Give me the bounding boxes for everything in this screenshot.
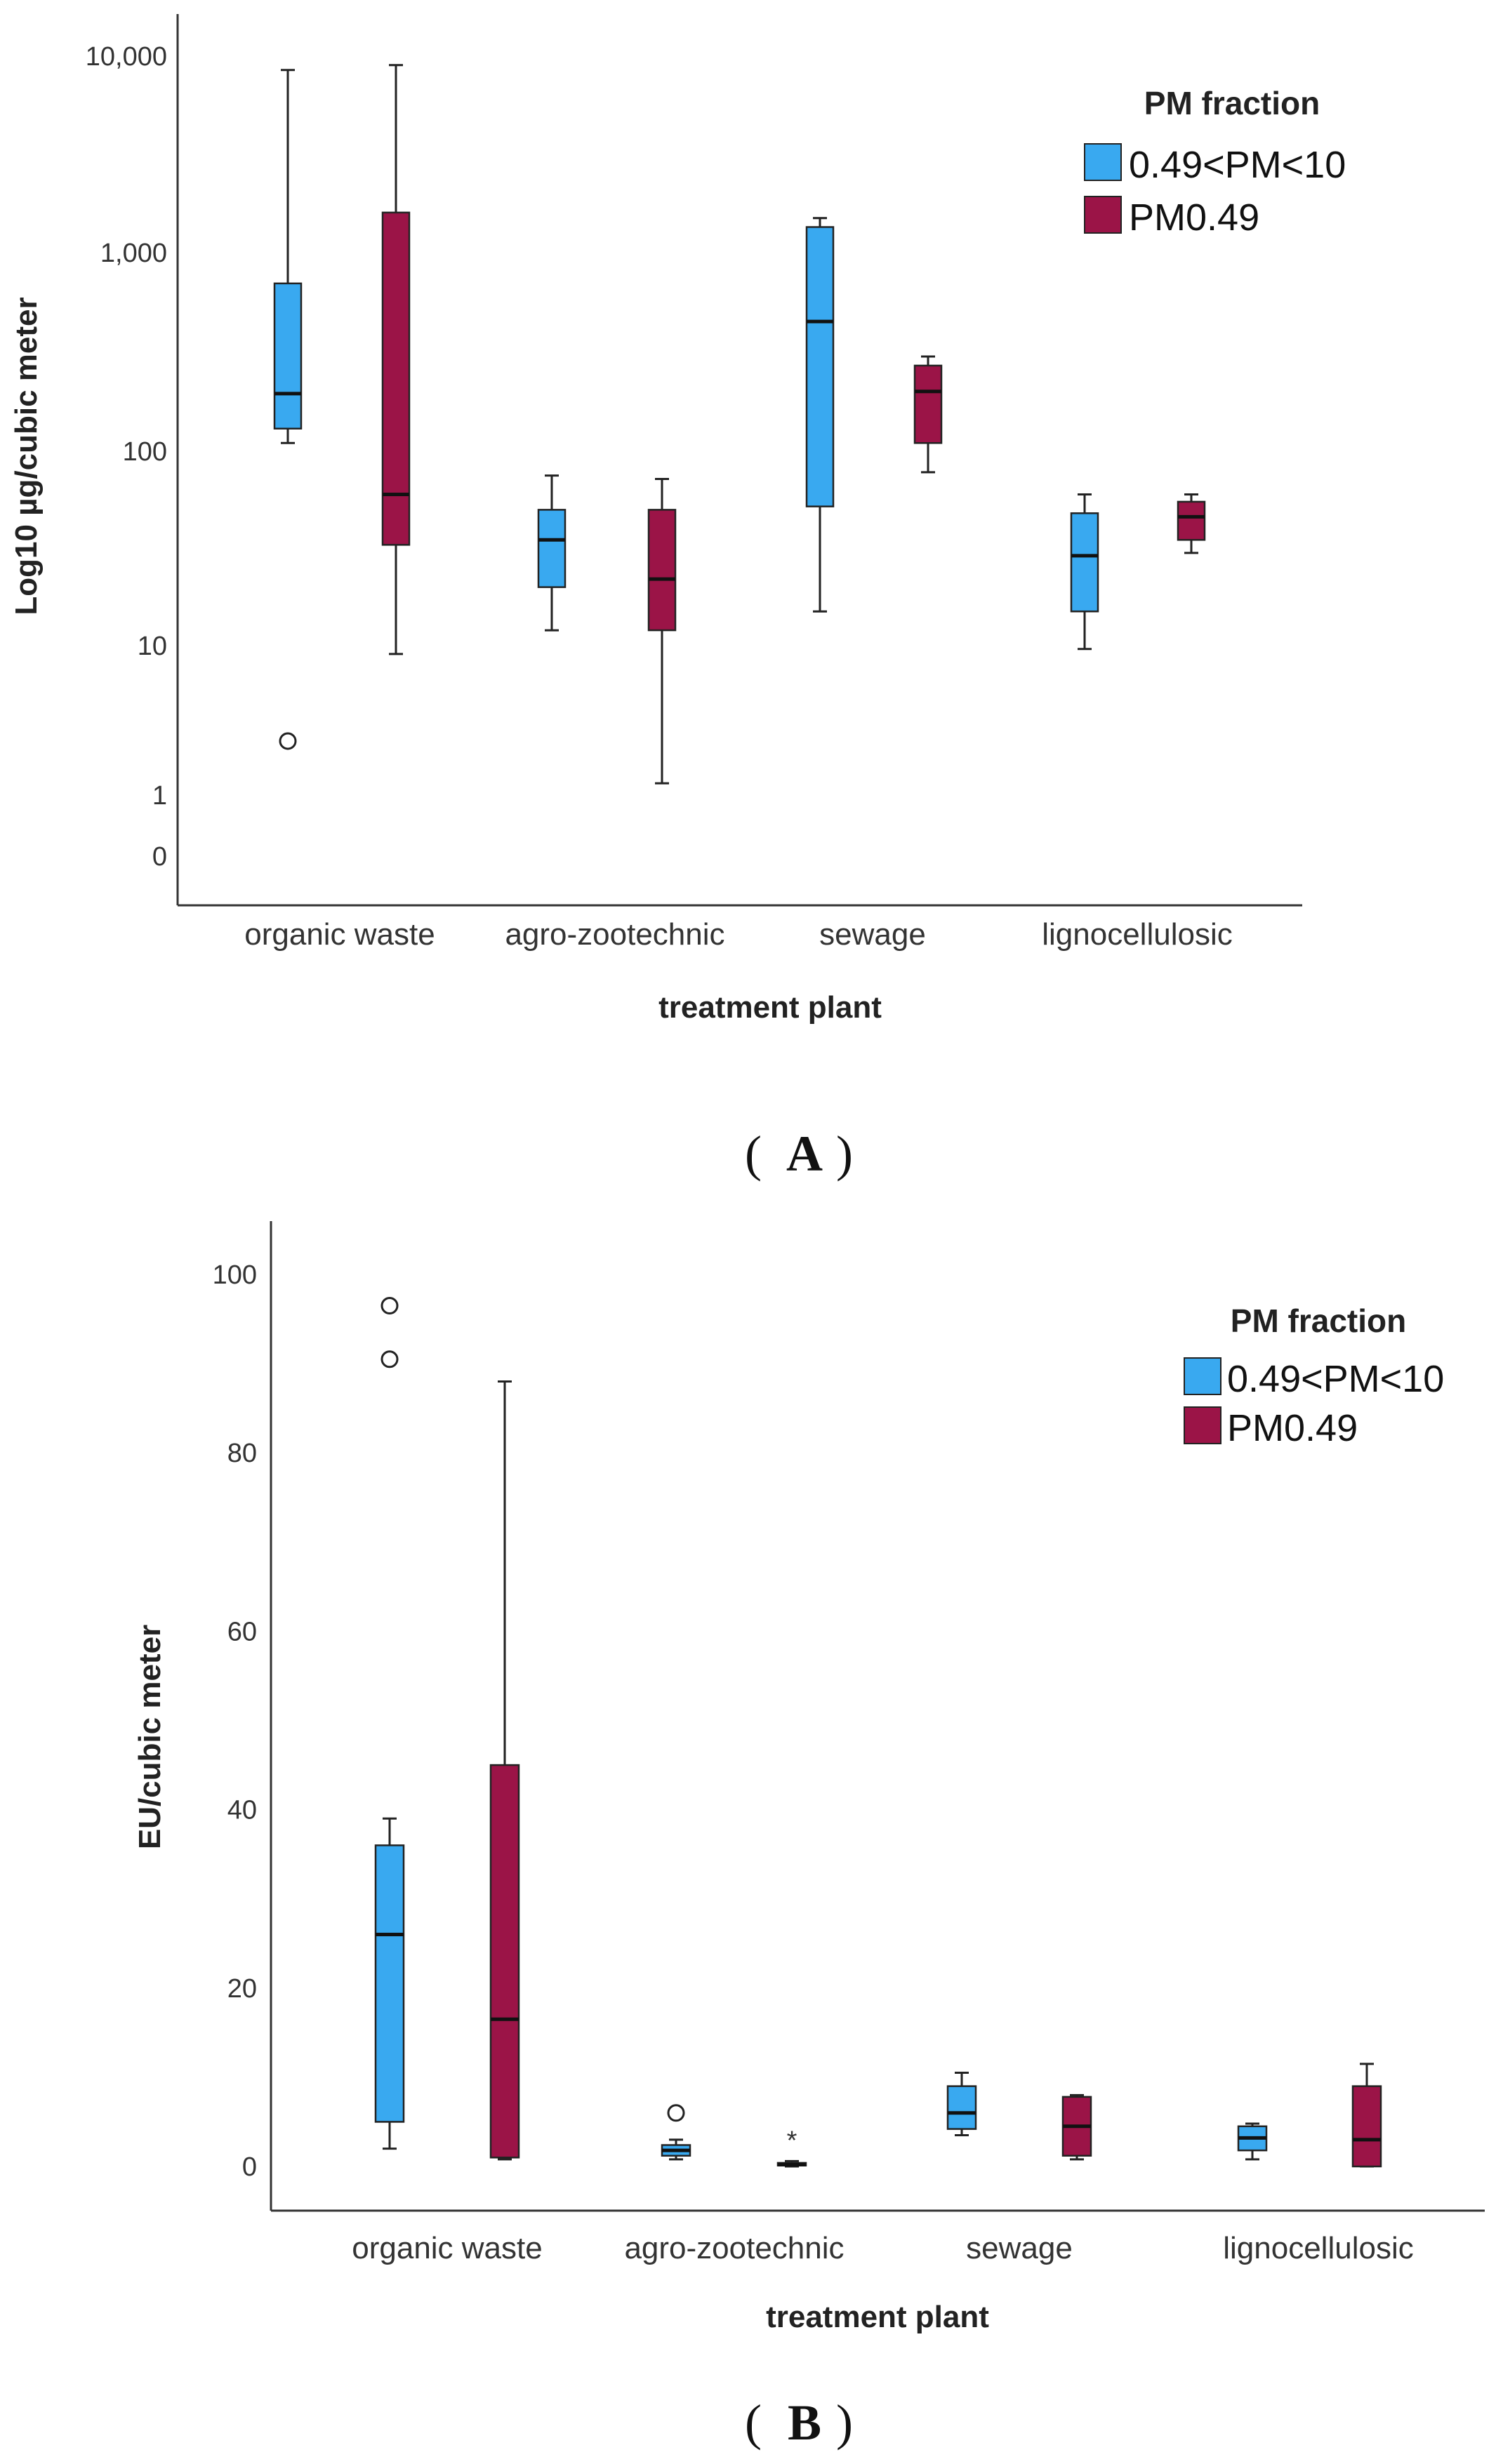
chart-a-legend: PM fraction 0.49<PM<10 PM0.49 xyxy=(1084,85,1346,239)
chart-b-y-tick-label-1: 20 xyxy=(227,1974,257,2004)
chart-b-s1-c0-box xyxy=(489,1764,520,2159)
chart-b-y-tick-label-5: 100 xyxy=(213,1260,257,1290)
chart-a-category-label-2: sewage xyxy=(819,917,926,952)
chart-b-legend-label-maroon: PM0.49 xyxy=(1227,1407,1358,1449)
chart-b-whiskers xyxy=(383,1380,1374,2168)
chart-b-medians xyxy=(376,1933,1381,2166)
chart-b-panel-paren-close: ) xyxy=(836,2395,853,2451)
chart-a-legend-label-maroon: PM0.49 xyxy=(1129,197,1259,239)
chart-a-s1-c1-box xyxy=(647,509,677,632)
chart-b-legend-swatch-blue xyxy=(1184,1357,1221,1395)
chart-a-y-tick-label-0: 0 xyxy=(152,842,167,872)
chart-b-s0-c0-box xyxy=(374,1844,405,2123)
chart-b-legend-swatch-maroon xyxy=(1184,1406,1221,1444)
chart-b-y-tick-label-0: 0 xyxy=(242,2152,257,2182)
chart-a-s1-c0-box xyxy=(381,211,411,546)
chart-b-legend: PM fraction 0.49<PM<10 PM0.49 xyxy=(1184,1303,1444,1449)
chart-b-y-tick-label-4: 80 xyxy=(227,1439,257,1468)
chart-a-boxes xyxy=(273,211,1206,632)
chart-a-s0-c0-box xyxy=(273,282,303,430)
chart-a: 0 1 10 100 1,000 10,000 organic waste agro-zoo… xyxy=(9,14,1346,1182)
chart-a-outliers xyxy=(279,732,297,750)
chart-b-y-tick-label-3: 60 xyxy=(227,1617,257,1646)
chart-a-panel-paren-open: ( xyxy=(745,1126,762,1182)
chart-a-category-label-0: organic waste xyxy=(244,917,435,952)
chart-a-panel-paren-close: ) xyxy=(836,1126,853,1182)
chart-b-category-label-2: sewage xyxy=(966,2231,1073,2265)
chart-a-x-axis-label: treatment plant xyxy=(658,990,882,1025)
chart-b-s1-c1-outlier-star-0: * xyxy=(787,2126,797,2156)
chart-a-s0-c0-outlier-0 xyxy=(279,732,297,750)
chart-b-boxes xyxy=(374,1764,1382,2168)
chart-a-legend-label-blue: 0.49<PM<10 xyxy=(1129,144,1346,186)
chart-b-s1-c3-box xyxy=(1351,2085,1382,2168)
chart-a-x-categories: organic waste agro-zootechnic sewage lignoc… xyxy=(244,917,1232,952)
chart-b-y-axis-label: EU/cubic meter xyxy=(133,1625,167,1849)
chart-a-legend-swatch-maroon xyxy=(1084,196,1122,234)
chart-a-s1-c2-box xyxy=(913,364,943,444)
chart-a-category-label-3: lignocellulosic xyxy=(1042,917,1232,952)
chart-a-s0-c1-box xyxy=(537,509,567,588)
chart-b-panel-label: ( B ) xyxy=(745,2395,853,2451)
chart-a-legend-swatch-blue xyxy=(1084,143,1122,181)
chart-b-s0-c1-outlier-0 xyxy=(667,2104,685,2122)
chart-a-s0-c3-box xyxy=(1070,512,1099,613)
chart-a-whiskers xyxy=(281,64,1198,785)
chart-b-panel-letter: B xyxy=(788,2395,821,2451)
chart-b-legend-title: PM fraction xyxy=(1231,1303,1406,1339)
chart-b-outliers: * xyxy=(380,1296,797,2156)
chart-a-category-label-1: agro-zootechnic xyxy=(505,917,724,952)
chart-a-panel-label: ( A ) xyxy=(745,1126,853,1182)
chart-b-s0-c0-outlier-1 xyxy=(380,1350,399,1368)
chart-a-y-tick-label-4: 1,000 xyxy=(100,239,167,268)
chart-b-s0-c0-outlier-0 xyxy=(380,1296,399,1314)
chart-b-category-label-1: agro-zootechnic xyxy=(624,2231,844,2265)
chart-a-legend-title: PM fraction xyxy=(1144,85,1320,121)
chart-b-category-label-3: lignocellulosic xyxy=(1223,2231,1413,2265)
chart-b-y-ticks: 0 20 40 60 80 100 xyxy=(213,1260,257,2182)
chart-a-y-axis-label: Log10 µg/cubic meter xyxy=(9,297,44,615)
chart-b-legend-label-blue: 0.49<PM<10 xyxy=(1227,1358,1444,1400)
chart-a-y-tick-label-5: 10,000 xyxy=(86,42,167,72)
chart-b-x-categories: organic waste agro-zootechnic sewage lignoc… xyxy=(352,2231,1413,2265)
chart-b-category-label-0: organic waste xyxy=(352,2231,542,2265)
chart-b-s0-c2-box xyxy=(946,2085,977,2130)
chart-a-panel-letter: A xyxy=(786,1126,823,1182)
chart-a-y-tick-label-1: 1 xyxy=(152,781,167,811)
chart-b-x-axis-label: treatment plant xyxy=(766,2300,989,2334)
chart-a-y-tick-label-3: 100 xyxy=(123,437,167,467)
chart-b-panel-paren-open: ( xyxy=(745,2395,762,2451)
chart-b-y-tick-label-2: 40 xyxy=(227,1796,257,1825)
chart-b: 0 20 40 60 80 100 organic waste agro-zootechni… xyxy=(133,1221,1485,2451)
chart-a-s1-c3-box xyxy=(1177,500,1206,541)
chart-a-y-tick-label-2: 10 xyxy=(138,632,167,661)
chart-a-y-ticks: 0 1 10 100 1,000 10,000 xyxy=(86,42,167,872)
chart-a-medians xyxy=(274,319,1205,581)
chart-a-s0-c2-box xyxy=(805,226,835,507)
